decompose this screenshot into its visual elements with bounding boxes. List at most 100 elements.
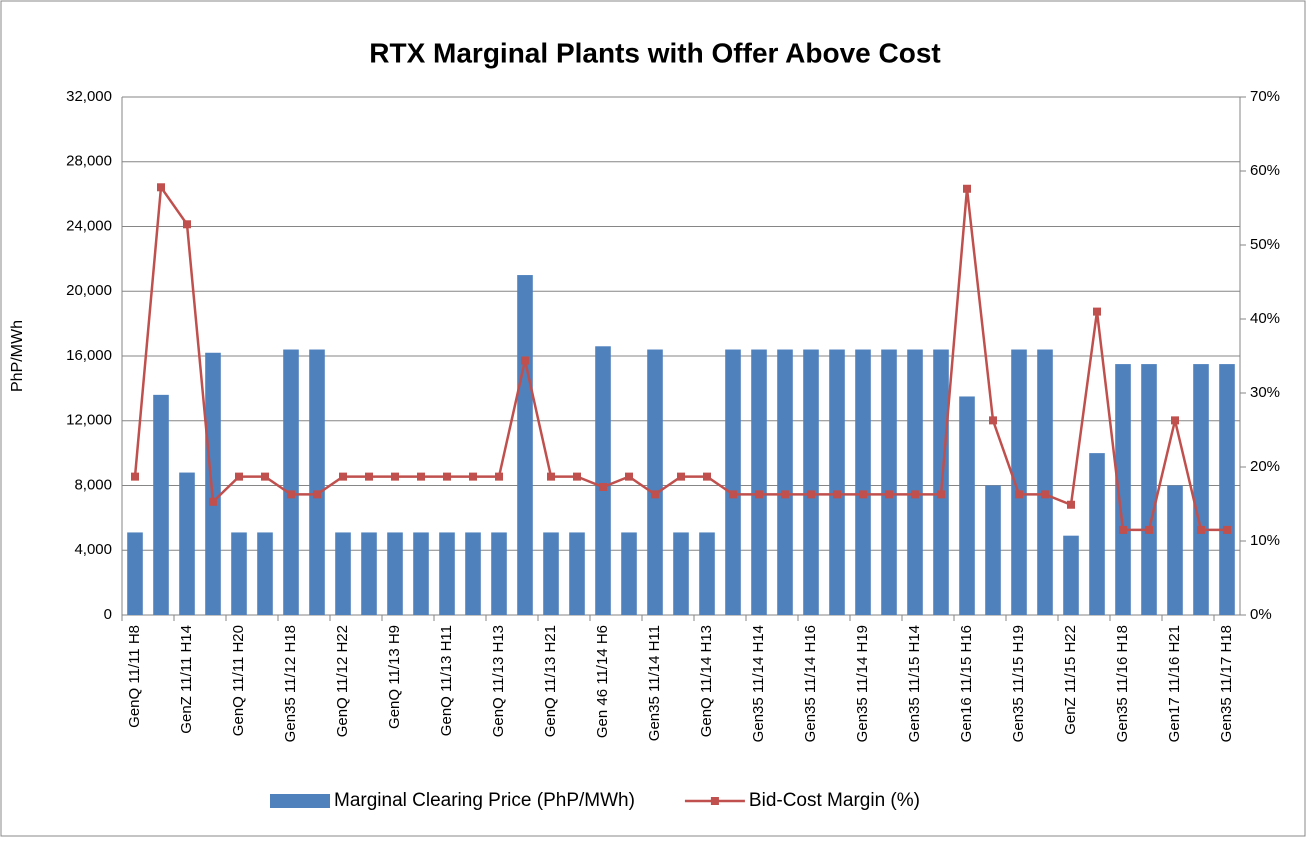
- x-tick-label: Gen35 11/14 H14: [750, 625, 767, 742]
- bar: [387, 532, 403, 615]
- x-tick-label: GenZ 11/15 H22: [1062, 625, 1079, 735]
- y-tick-label: 8,000: [74, 476, 112, 493]
- line-marker: [157, 183, 165, 192]
- bar: [569, 532, 585, 615]
- line-marker: [599, 482, 607, 491]
- bar: [309, 349, 325, 615]
- line-marker: [261, 472, 269, 481]
- line-marker: [885, 490, 893, 499]
- legend-swatch: [270, 794, 330, 808]
- bar: [673, 532, 689, 615]
- y-tick-label: 4,000: [74, 541, 112, 558]
- y-axis-label: PhP/MWh: [9, 320, 26, 392]
- line-marker: [417, 472, 425, 481]
- bar: [439, 532, 455, 615]
- bar: [257, 532, 273, 615]
- line-marker: [521, 356, 529, 365]
- x-tick-label: GenQ 11/12 H22: [334, 625, 351, 737]
- legend-label: Bid-Cost Margin (%): [749, 790, 920, 811]
- bar: [959, 396, 975, 615]
- bar: [595, 346, 611, 615]
- line-marker: [807, 490, 815, 499]
- bar: [907, 349, 923, 615]
- x-tick-label: GenQ 11/13 H21: [542, 625, 559, 737]
- line-marker: [1041, 490, 1049, 499]
- line-marker: [1197, 525, 1205, 534]
- line-marker: [235, 472, 243, 481]
- bar: [699, 532, 715, 615]
- bar: [1011, 349, 1027, 615]
- line-marker: [573, 472, 581, 481]
- line-marker: [313, 490, 321, 499]
- line-marker: [495, 472, 503, 481]
- bar: [361, 532, 377, 615]
- y2-tick-label: 0%: [1250, 606, 1272, 623]
- x-tick-label: GenZ 11/11 H14: [178, 625, 195, 734]
- bar: [153, 394, 169, 615]
- y2-tick-label: 30%: [1250, 384, 1280, 401]
- line-marker: [625, 472, 633, 481]
- y-tick-label: 0: [104, 606, 112, 623]
- bar: [231, 532, 247, 615]
- bar: [491, 532, 507, 615]
- y-tick-label: 28,000: [66, 153, 112, 170]
- x-tick-label: GenQ 11/14 H13: [698, 625, 715, 737]
- line-marker: [833, 490, 841, 499]
- line-marker: [1015, 490, 1023, 499]
- line-marker: [963, 184, 971, 193]
- bar: [985, 485, 1001, 615]
- bar: [1167, 485, 1183, 615]
- line-marker: [729, 490, 737, 499]
- x-tick-label: Gen35 11/12 H18: [282, 625, 299, 742]
- x-tick-label: Gen35 11/14 H11: [646, 625, 663, 741]
- bar: [413, 532, 429, 615]
- line-marker: [1223, 525, 1231, 534]
- line-marker: [469, 472, 477, 481]
- bar: [777, 349, 793, 615]
- line-marker: [365, 472, 373, 481]
- y2-tick-label: 60%: [1250, 162, 1280, 179]
- line-marker: [911, 490, 919, 499]
- x-tick-label: Gen35 11/15 H14: [906, 625, 923, 742]
- line-marker: [1119, 525, 1127, 534]
- bar: [855, 349, 871, 615]
- y2-tick-label: 10%: [1250, 532, 1280, 549]
- bar: [829, 349, 845, 615]
- bar: [751, 349, 767, 615]
- x-tick-label: Gen35 11/16 H18: [1114, 625, 1131, 742]
- bar: [283, 349, 299, 615]
- bar: [205, 352, 221, 615]
- line-marker: [859, 490, 867, 499]
- x-tick-label: GenQ 11/13 H11: [438, 625, 455, 736]
- line-marker: [183, 220, 191, 229]
- x-tick-label: GenQ 11/13 H9: [386, 625, 403, 729]
- x-tick-label: Gen35 11/15 H19: [1010, 625, 1027, 742]
- line-marker: [1145, 525, 1153, 534]
- line-marker: [755, 490, 763, 499]
- line-marker: [209, 497, 217, 506]
- line-marker: [339, 472, 347, 481]
- line-marker: [937, 490, 945, 499]
- x-tick-label: Gen35 11/14 H19: [854, 625, 871, 742]
- line-marker: [131, 472, 139, 481]
- y2-tick-label: 50%: [1250, 236, 1280, 253]
- line-marker: [547, 472, 555, 481]
- bar: [1037, 349, 1053, 615]
- line-marker: [1093, 307, 1101, 316]
- line-marker: [1067, 500, 1075, 509]
- bar: [179, 472, 195, 615]
- bar: [881, 349, 897, 615]
- bar: [335, 532, 351, 615]
- x-tick-label: Gen17 11/16 H21: [1166, 625, 1183, 742]
- line-marker: [703, 472, 711, 481]
- line-marker: [781, 490, 789, 499]
- line-marker: [287, 490, 295, 499]
- bar: [647, 349, 663, 615]
- bar: [621, 532, 637, 615]
- legend-swatch: [710, 797, 719, 805]
- bar: [1141, 364, 1157, 615]
- legend-label: Marginal Clearing Price (PhP/MWh): [334, 790, 635, 811]
- chart-title: RTX Marginal Plants with Offer Above Cos…: [369, 37, 940, 68]
- x-tick-label: Gen35 11/17 H18: [1218, 625, 1235, 742]
